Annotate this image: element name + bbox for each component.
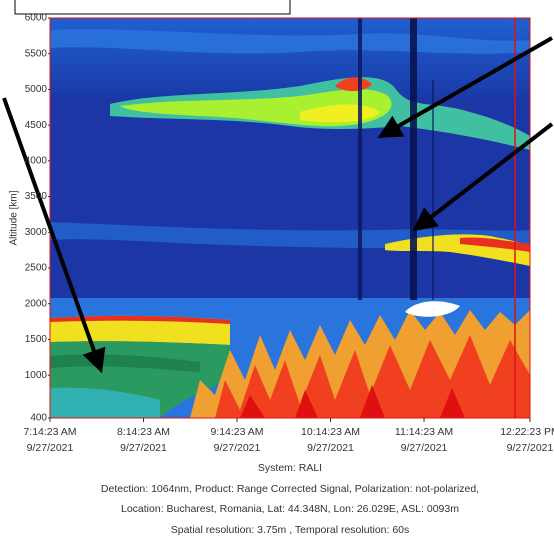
y-tick-label: 2500 xyxy=(25,263,48,274)
y-axis-label: Altitude [km] xyxy=(9,190,20,245)
y-tick-label: 4000 xyxy=(25,155,48,166)
caption-line: Spatial resolution: 3.75m , Temporal res… xyxy=(40,524,540,536)
y-tick-label: 3000 xyxy=(25,227,48,238)
y-tick-label: 4500 xyxy=(25,120,48,131)
y-tick-label: 5000 xyxy=(25,84,48,95)
y-tick-label: 1500 xyxy=(25,334,48,345)
y-tick-label: 3500 xyxy=(25,191,48,202)
caption-line: System: RALI xyxy=(40,462,540,474)
y-tick-label: 2000 xyxy=(25,298,48,309)
x-tick-label: 11:14:23 AM 9/27/2021 xyxy=(379,424,469,456)
y-tick-label: 1000 xyxy=(25,370,48,381)
x-tick-label: 10:14:23 AM 9/27/2021 xyxy=(286,424,376,456)
legend-box xyxy=(15,0,290,14)
x-tick-label: 12:22:23 PM 9/27/2021 xyxy=(485,424,554,456)
y-tick-label: 5500 xyxy=(25,48,48,59)
y-tick-label: 6000 xyxy=(25,13,48,24)
page: Altitude [km] 400 1000 1500 2000 2500 3000 350… xyxy=(0,0,554,540)
heatmap xyxy=(50,18,530,418)
caption-line: Location: Bucharest, Romania, Lat: 44.34… xyxy=(40,503,540,515)
x-tick-label: 7:14:23 AM 9/27/2021 xyxy=(5,424,95,456)
chart: Altitude [km] 400 1000 1500 2000 2500 3000 350… xyxy=(0,0,554,540)
x-tick-label: 9:14:23 AM 9/27/2021 xyxy=(192,424,282,456)
y-tick-label: 400 xyxy=(30,413,47,424)
x-tick-label: 8:14:23 AM 9/27/2021 xyxy=(99,424,189,456)
caption-line: Detection: 1064nm, Product: Range Correc… xyxy=(40,483,540,495)
